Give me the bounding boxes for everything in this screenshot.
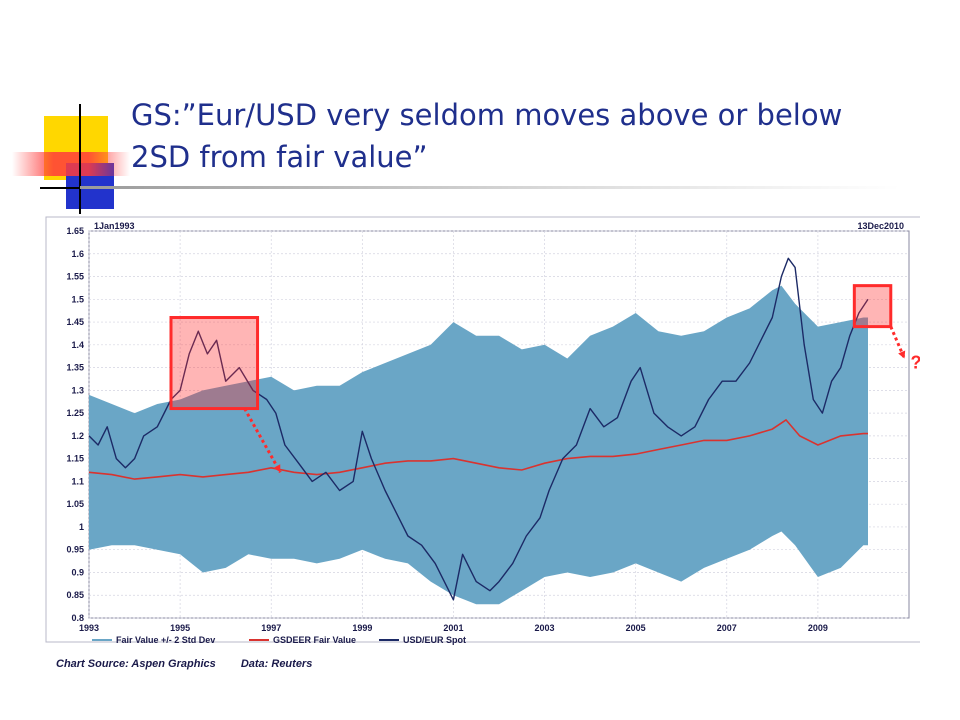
title-rule	[80, 186, 900, 189]
y-tick-label: 1.25	[66, 408, 84, 418]
legend-label: USD/EUR Spot	[403, 635, 466, 645]
arrow-head	[898, 350, 906, 359]
highlight-box	[852, 284, 893, 329]
y-tick-label: 1.3	[71, 385, 84, 395]
y-tick-label: 0.8	[71, 613, 84, 623]
data-source: Data: Reuters	[240, 658, 313, 670]
question-mark-label: ?	[910, 352, 920, 372]
y-tick-label: 1.05	[66, 499, 84, 509]
y-tick-label: 1.4	[71, 340, 84, 350]
y-tick-label: 0.85	[66, 590, 84, 600]
deco-vertical-line	[79, 104, 81, 214]
start-date-label: 1Jan1993	[94, 221, 135, 231]
y-tick-label: 1.15	[66, 454, 84, 464]
x-tick-label: 1999	[352, 623, 372, 633]
x-tick-label: 2001	[443, 623, 463, 633]
eur-usd-chart: 0.8 0.85 0.9 0.95 1 1.05 1.1 1.15 1.2 1.25 1.3 1.35…	[45, 216, 920, 645]
source-line: Chart Source: Aspen Graphics Data: Reute…	[56, 658, 334, 670]
x-tick-label: 1997	[261, 623, 281, 633]
x-tick-label: 2003	[535, 623, 555, 633]
end-date-label: 13Dec2010	[857, 221, 904, 231]
y-tick-label: 1.6	[71, 249, 84, 259]
y-tick-label: 1.35	[66, 363, 84, 373]
fair-value-band	[89, 285, 868, 605]
usd-eur-spot-line	[88, 257, 869, 601]
legend-label: GSDEER Fair Value	[273, 635, 356, 645]
x-tick-label: 2007	[717, 623, 737, 633]
y-tick-label: 1.45	[66, 317, 84, 327]
y-tick-label: 1.5	[71, 294, 84, 304]
y-tick-label: 1.55	[66, 272, 84, 282]
arrow-head	[273, 464, 281, 473]
y-tick-label: 1.1	[71, 476, 84, 486]
x-tick-label: 1995	[170, 623, 190, 633]
deco-red-bar	[12, 152, 130, 176]
highlight-box	[169, 316, 260, 411]
x-tick-label: 2005	[626, 623, 646, 633]
y-tick-label: 1.2	[71, 431, 84, 441]
y-tick-label: 1.65	[66, 226, 84, 236]
y-tick-label: 0.95	[66, 545, 84, 555]
slide-title: GS:”Eur/USD very seldom moves above or b…	[131, 98, 843, 174]
y-tick-label: 1	[79, 522, 84, 532]
x-tick-label: 1993	[79, 623, 99, 633]
legend-label: Fair Value +/- 2 Std Dev	[116, 635, 215, 645]
y-tick-label: 0.9	[71, 567, 84, 577]
gsdeer-fair-value-line	[88, 418, 868, 480]
dotted-arrow-line	[243, 407, 282, 474]
x-tick-label: 2009	[808, 623, 828, 633]
chart-source: Chart Source: Aspen Graphics	[56, 658, 216, 670]
